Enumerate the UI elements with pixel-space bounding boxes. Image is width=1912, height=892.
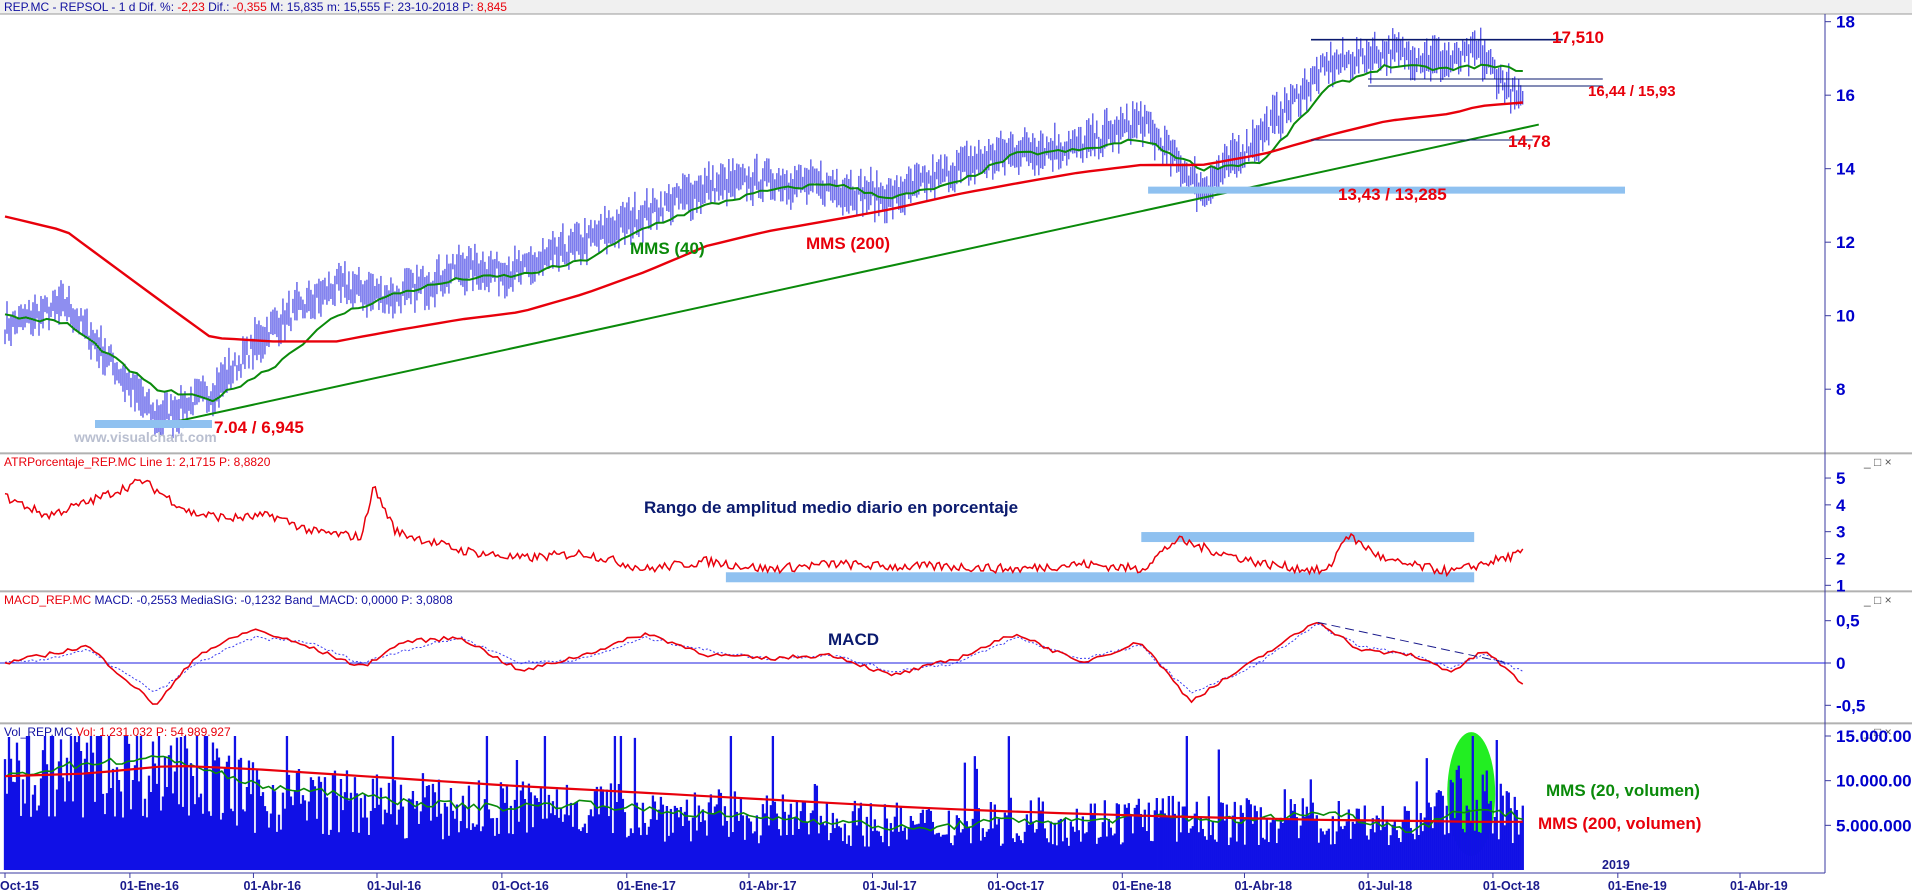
atr-y-tick-label: 5 <box>1836 469 1845 488</box>
atr-hdr-name: ATRPorcentaje_REP.MC <box>4 455 140 469</box>
volume-window-controls[interactable]: _ □ × <box>1863 725 1892 739</box>
atr-y-tick-label: 4 <box>1836 496 1846 515</box>
atr-hdr-values: Line 1: 2,1715 P: 8,8820 <box>140 455 271 469</box>
x-tick-label: 01-Oct-16 <box>492 879 549 892</box>
hdr-min-label: m: <box>327 0 344 14</box>
hdr-name: REP.MC - REPSOL - 1 d Dif. %: <box>4 0 177 14</box>
vol-mms20-label: MMS (20, volumen) <box>1546 781 1700 800</box>
volume-header: Vol_REP.MC Vol: 1.231.032 P: 54.989.927 <box>4 725 231 739</box>
x-tick-label: 01-Jul-16 <box>367 879 421 892</box>
hdr-min: 15,555 <box>344 0 384 14</box>
atr-y-tick-label: 1 <box>1836 576 1845 595</box>
atr-header: ATRPorcentaje_REP.MC Line 1: 2,1715 P: 8… <box>4 455 271 469</box>
vol-y-tick-label: 10.000.000 <box>1836 772 1912 791</box>
price-y-tick-label: 8 <box>1836 380 1845 399</box>
vol-mms200-line <box>4 764 1523 823</box>
year-marker: 2019 <box>1602 858 1630 872</box>
support-low-band <box>1148 186 1626 194</box>
x-tick-label: 01-Ene-18 <box>1112 879 1171 892</box>
macd-line <box>4 621 1524 705</box>
price-y-tick-label: 10 <box>1836 307 1855 326</box>
hdr-max-label: M: <box>270 0 287 14</box>
hdr-date: 23-10-2018 <box>398 0 463 14</box>
atr-window-controls[interactable]: _ □ × <box>1863 455 1892 469</box>
x-tick-label: 01-Ene-19 <box>1608 879 1667 892</box>
mms200-line <box>4 101 1523 343</box>
x-tick-label: Oct-15 <box>0 879 39 892</box>
x-tick-label: 01-Abr-17 <box>739 879 797 892</box>
price-y-tick-label: 18 <box>1836 13 1855 32</box>
atr-y-tick-label: 2 <box>1836 550 1845 569</box>
support-low-label: 13,43 / 13,285 <box>1338 185 1447 204</box>
low-support-label: 7.04 / 6,945 <box>214 418 304 437</box>
trendline <box>155 123 1539 427</box>
volume-bars <box>3 732 1524 870</box>
x-tick-label: 01-Ene-16 <box>120 879 179 892</box>
macd-y-tick-label: -0,5 <box>1836 696 1865 715</box>
vol-mms20-line <box>4 755 1523 834</box>
x-tick-label: 01-Abr-16 <box>243 879 301 892</box>
mms40-label: MMS (40) <box>630 239 705 258</box>
low-support-band <box>95 420 212 428</box>
x-tick-label: 01-Abr-19 <box>1730 879 1788 892</box>
macd-hdr-values: MACD: -0,2553 MediaSIG: -0,1232 Band_MAC… <box>94 593 453 607</box>
atr-line <box>4 478 1524 578</box>
vol-mms200-label: MMS (200, volumen) <box>1538 814 1701 833</box>
title-bar <box>0 0 1912 14</box>
atr-title: Rango de amplitud medio diario en porcen… <box>644 498 1018 517</box>
hdr-last: 8,845 <box>477 0 507 14</box>
support-band-label: 16,44 / 15,93 <box>1588 83 1676 100</box>
x-tick-label: 01-Oct-17 <box>987 879 1044 892</box>
hdr-max: 15,835 <box>287 0 327 14</box>
atr-y-tick-label: 3 <box>1836 523 1845 542</box>
price-header: REP.MC - REPSOL - 1 d Dif. %: -2,23 Dif.… <box>4 0 507 14</box>
macd-window-controls[interactable]: _ □ × <box>1863 593 1892 607</box>
macd-divergence-line <box>1317 621 1508 664</box>
macd-header: MACD_REP.MC MACD: -0,2553 MediaSIG: -0,1… <box>4 593 453 607</box>
x-tick-label: 01-Ene-17 <box>617 879 676 892</box>
price-y-tick-label: 12 <box>1836 233 1855 252</box>
price-y-tick-label: 16 <box>1836 86 1855 105</box>
macd-title: MACD <box>828 630 879 649</box>
hdr-dif-label: Dif.: <box>208 0 233 14</box>
hdr-dif-pct: -2,23 <box>177 0 208 14</box>
watermark: www.visualchart.com <box>73 429 217 445</box>
x-tick-label: 01-Oct-18 <box>1483 879 1540 892</box>
price-series <box>4 27 1524 439</box>
price-y-tick-label: 14 <box>1836 160 1855 179</box>
macd-y-tick-label: 0,5 <box>1836 612 1860 631</box>
macd-y-tick-label: 0 <box>1836 654 1845 673</box>
x-tick-label: 01-Jul-18 <box>1358 879 1412 892</box>
hdr-last-label: P: <box>462 0 477 14</box>
hdr-date-label: F: <box>384 0 398 14</box>
vol-y-tick-label: 5.000.000 <box>1836 816 1912 835</box>
indicator-lines <box>0 38 1825 834</box>
resistance-label: 17,510 <box>1552 28 1604 47</box>
macd-hdr-name: MACD_REP.MC <box>4 593 94 607</box>
vol-hdr-name: Vol_REP.MC <box>4 725 76 739</box>
support-mid-label: 14,78 <box>1508 132 1551 151</box>
hdr-dif: -0,355 <box>233 0 270 14</box>
atr-band <box>1141 532 1475 543</box>
x-tick-label: 01-Abr-18 <box>1234 879 1292 892</box>
vol-y-tick-label: 15.000.000 <box>1836 727 1912 746</box>
atr-band <box>725 572 1475 583</box>
x-tick-label: 01-Jul-17 <box>863 879 917 892</box>
vol-hdr-values: Vol: 1.231.032 P: 54.989.927 <box>76 725 231 739</box>
mms200-label: MMS (200) <box>806 234 890 253</box>
axis-ticks: Oct-15 01-Ene-16 01-Abr-16 01-Jul-16 01-Oct-… <box>0 13 1912 892</box>
